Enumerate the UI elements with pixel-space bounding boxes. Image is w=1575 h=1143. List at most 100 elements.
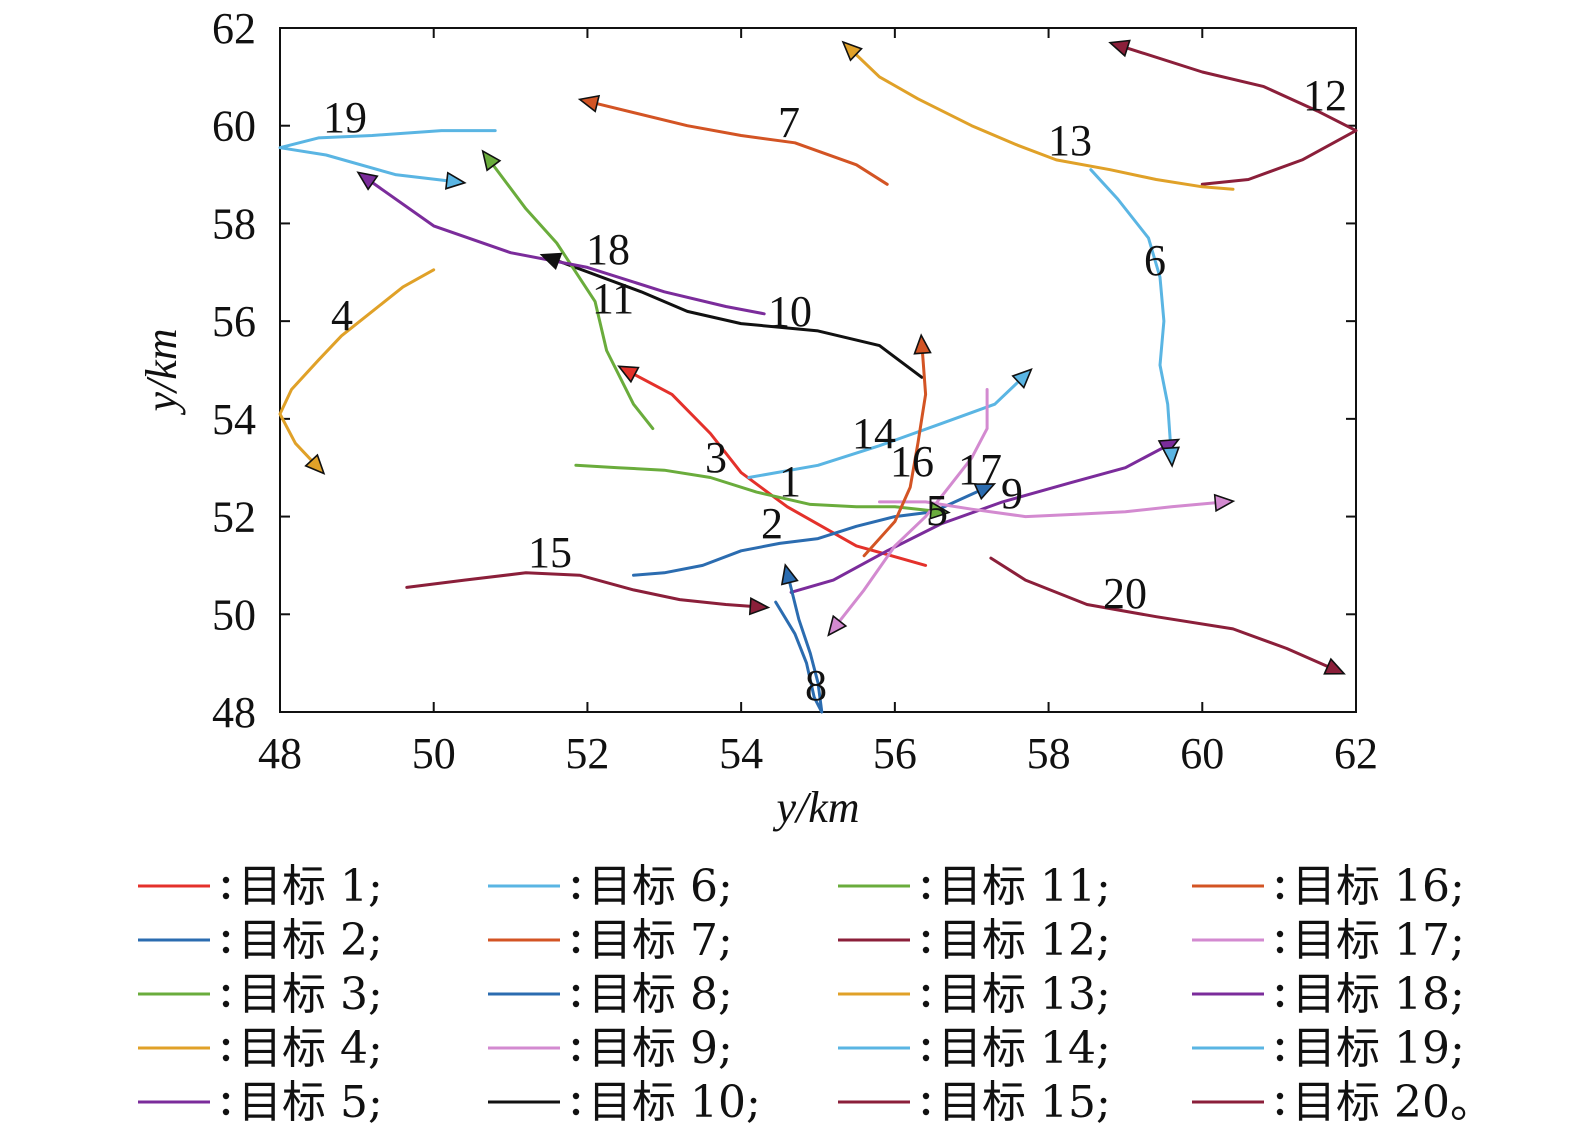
trajectory-line-2 bbox=[632, 485, 989, 577]
x-axis-label: y/km bbox=[772, 783, 859, 832]
legend-colon-dot bbox=[1276, 1092, 1284, 1100]
legend-colon-dot bbox=[1276, 1108, 1284, 1116]
trajectory-line-11 bbox=[486, 156, 655, 431]
legend-colon-dot bbox=[1276, 1000, 1284, 1008]
trajectory-label-20: 20 bbox=[1103, 569, 1147, 618]
trajectory-label-11: 11 bbox=[592, 274, 634, 323]
x-tick-label: 48 bbox=[258, 729, 302, 778]
legend-label-12: 目标 12; bbox=[938, 915, 1111, 966]
legend-colon-dot bbox=[572, 892, 580, 900]
trajectory-line-1 bbox=[624, 368, 928, 567]
arrowhead-4 bbox=[304, 453, 326, 475]
trajectory-line-12 bbox=[1116, 43, 1358, 186]
plot-border bbox=[279, 27, 1357, 713]
y-tick-label: 60 bbox=[212, 102, 256, 151]
legend-label-9: 目标 9; bbox=[588, 1023, 733, 1074]
arrowhead-15 bbox=[748, 597, 771, 616]
trajectory-line-7 bbox=[585, 99, 889, 186]
trajectory-line-14 bbox=[747, 373, 1027, 479]
trajectory-label-15: 15 bbox=[528, 528, 572, 577]
legend-colon-dot bbox=[1276, 930, 1284, 938]
legend-colon-dot bbox=[1276, 1038, 1284, 1046]
legend-colon-dot bbox=[922, 1000, 930, 1008]
trajectory-label-10: 10 bbox=[768, 287, 812, 336]
legend-colon-dot bbox=[922, 1092, 930, 1100]
trajectory-line-8 bbox=[774, 571, 824, 714]
legend-label-20: 目标 20。 bbox=[1292, 1077, 1494, 1128]
legend-label-6: 目标 6; bbox=[588, 861, 733, 912]
trajectory-label-3: 3 bbox=[705, 433, 727, 482]
legend-label-13: 目标 13; bbox=[938, 969, 1111, 1020]
trajectory-arrowheads bbox=[304, 39, 1346, 675]
legend-label-19: 目标 19; bbox=[1292, 1023, 1465, 1074]
legend-colon-dot bbox=[222, 1092, 230, 1100]
trajectory-line-18 bbox=[363, 175, 766, 316]
trajectory-line-20 bbox=[989, 556, 1339, 672]
arrowhead-11 bbox=[481, 149, 502, 172]
arrowhead-14 bbox=[1011, 368, 1033, 390]
legend-colon-dot bbox=[572, 984, 580, 992]
arrowhead-9 bbox=[1213, 493, 1236, 513]
legend-colon-dot bbox=[222, 876, 230, 884]
legend-label-4: 目标 4; bbox=[238, 1023, 383, 1074]
legend-colon-dot bbox=[222, 892, 230, 900]
trajectory-label-13: 13 bbox=[1048, 116, 1092, 165]
x-tick-label: 54 bbox=[719, 729, 763, 778]
x-tick-label: 58 bbox=[1027, 729, 1071, 778]
trajectory-line-5 bbox=[789, 441, 1173, 594]
trajectory-label-4: 4 bbox=[331, 291, 353, 340]
y-tick-label: 58 bbox=[212, 199, 256, 248]
legend-colon-dot bbox=[572, 1092, 580, 1100]
legend-label-3: 目标 3; bbox=[238, 969, 383, 1020]
legend-colon-dot bbox=[922, 946, 930, 954]
legend-colon-dot bbox=[922, 892, 930, 900]
legend-colon-dot bbox=[572, 1038, 580, 1046]
x-tick-label: 56 bbox=[873, 729, 917, 778]
arrowhead-1 bbox=[617, 365, 640, 384]
x-tick-label: 62 bbox=[1334, 729, 1378, 778]
legend-colon-dot bbox=[1276, 892, 1284, 900]
legend-colon-dot bbox=[222, 984, 230, 992]
arrowhead-13 bbox=[841, 40, 863, 62]
trajectory-label-7: 7 bbox=[778, 98, 800, 147]
legend-colon-dot bbox=[222, 1038, 230, 1046]
legend-label-17: 目标 17; bbox=[1292, 915, 1465, 966]
arrowhead-3 bbox=[929, 501, 951, 520]
trajectory-line-10 bbox=[547, 256, 924, 379]
legend-label-18: 目标 18; bbox=[1292, 969, 1465, 1020]
plot-frame bbox=[279, 27, 1357, 713]
legend-colon-dot bbox=[922, 1108, 930, 1116]
trajectory-line-16 bbox=[862, 341, 928, 558]
legend-colon-dot bbox=[922, 1038, 930, 1046]
trajectory-label-5: 5 bbox=[926, 486, 948, 535]
arrowhead-10 bbox=[539, 252, 563, 271]
y-tick-label: 50 bbox=[212, 590, 256, 639]
trajectory-lines bbox=[278, 43, 1358, 714]
legend-colon-dot bbox=[222, 946, 230, 954]
legend-colon-dot bbox=[1276, 876, 1284, 884]
arrowhead-2 bbox=[973, 483, 997, 501]
trajectory-label-18: 18 bbox=[586, 225, 630, 274]
legend-colon-dot bbox=[922, 1054, 930, 1062]
legend-colon-dot bbox=[572, 876, 580, 884]
legend-colon-dot bbox=[922, 930, 930, 938]
legend-label-16: 目标 16; bbox=[1292, 861, 1465, 912]
legend-colon-dot bbox=[572, 1108, 580, 1116]
arrowhead-7 bbox=[577, 94, 601, 113]
x-tick-label: 60 bbox=[1180, 729, 1224, 778]
arrowhead-20 bbox=[1323, 657, 1346, 675]
x-tick-label: 50 bbox=[412, 729, 456, 778]
trajectory-label-8: 8 bbox=[805, 661, 827, 710]
trajectory-line-19 bbox=[278, 129, 497, 184]
trajectory-label-14: 14 bbox=[852, 409, 896, 458]
trajectory-label-6: 6 bbox=[1144, 236, 1166, 285]
legend-colon-dot bbox=[572, 930, 580, 938]
trajectory-line-6 bbox=[1089, 168, 1173, 460]
legend-colon-dot bbox=[222, 1000, 230, 1008]
trajectory-label-2: 2 bbox=[761, 499, 783, 548]
legend-colon-dot bbox=[222, 1054, 230, 1062]
arrowhead-8 bbox=[780, 563, 799, 586]
